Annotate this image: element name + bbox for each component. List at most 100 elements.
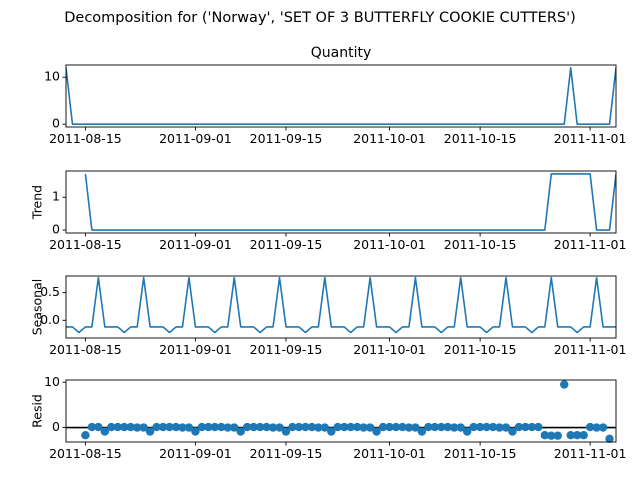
- resid-point: [475, 422, 485, 432]
- y-tick-label: 10: [44, 374, 60, 389]
- resid-point: [217, 422, 226, 432]
- y-tick-label: 0: [52, 116, 60, 131]
- resid-point: [501, 423, 511, 432]
- resid-point: [359, 423, 368, 432]
- resid-point: [372, 427, 381, 436]
- x-tick-label: 2011-10-15: [444, 342, 517, 357]
- resid-point: [223, 423, 232, 432]
- resid-point: [197, 422, 207, 432]
- resid-point: [320, 423, 330, 432]
- resid-point: [417, 427, 427, 436]
- resid-point: [327, 427, 336, 436]
- x-tick-label: 2011-11-01: [554, 446, 627, 461]
- x-tick-label: 2011-10-15: [444, 131, 517, 146]
- x-tick-label: 2011-09-15: [250, 446, 323, 461]
- resid-point: [572, 431, 582, 440]
- panel-trend: Trend 0 1 2011-08-15 2011-09-01 2011-09-15 201…: [30, 170, 626, 252]
- resid-point: [514, 422, 524, 432]
- resid-point: [145, 427, 155, 436]
- x-tick-label: 2011-09-15: [250, 237, 323, 252]
- resid-point: [314, 423, 323, 432]
- resid-point: [404, 423, 414, 432]
- resid-point: [249, 422, 258, 432]
- resid-point: [547, 431, 556, 440]
- resid-point: [191, 427, 200, 436]
- resid-point: [398, 422, 407, 432]
- resid-point: [579, 431, 588, 440]
- resid-point: [456, 423, 465, 432]
- resid-point: [230, 423, 239, 432]
- y-tick-label: 0: [52, 419, 60, 434]
- resid-point: [126, 422, 135, 432]
- resid-point: [482, 422, 491, 432]
- resid-point: [605, 434, 614, 444]
- resid-point: [307, 422, 317, 432]
- resid-point: [294, 422, 304, 432]
- resid-point: [437, 422, 446, 432]
- resid-point: [171, 422, 181, 432]
- resid-point: [100, 427, 110, 436]
- resid-point: [443, 422, 452, 432]
- resid-point: [113, 422, 122, 432]
- resid-point: [352, 422, 362, 432]
- x-tick-label: 2011-08-15: [49, 342, 122, 357]
- resid-point: [469, 422, 478, 432]
- x-tick-label: 2011-11-01: [554, 131, 627, 146]
- resid-point: [165, 422, 174, 432]
- figure-suptitle: Decomposition for ('Norway', 'SET OF 3 B…: [64, 10, 576, 26]
- resid-point: [495, 423, 504, 432]
- resid-point: [450, 423, 459, 432]
- y-tick-label: 10: [44, 69, 60, 84]
- resid-point: [430, 422, 440, 432]
- x-tick-label: 2011-10-01: [353, 131, 426, 146]
- x-tick-label: 2011-10-01: [353, 237, 426, 252]
- resid-point: [378, 422, 388, 432]
- resid-point: [236, 427, 245, 436]
- resid-point: [508, 427, 517, 436]
- series-line-observed: [66, 67, 616, 125]
- resid-point: [262, 422, 271, 432]
- resid-point: [281, 427, 291, 436]
- resid-point: [255, 422, 265, 432]
- x-tick-label: 2011-10-15: [444, 446, 517, 461]
- resid-point: [385, 422, 394, 432]
- resid-point: [488, 422, 498, 432]
- resid-point: [132, 423, 142, 432]
- resid-point: [184, 423, 194, 432]
- resid-point: [120, 422, 129, 432]
- resid-point: [585, 422, 595, 432]
- resid-point: [204, 422, 213, 432]
- resid-point: [94, 422, 103, 432]
- resid-point: [242, 422, 252, 432]
- y-tick-label: 1: [52, 189, 60, 204]
- x-tick-label: 2011-09-15: [250, 131, 323, 146]
- panel-observed: Quantity 0 10 2011-08-15 2011-09-01 2011-09-1…: [44, 45, 626, 146]
- x-tick-label: 2011-10-01: [353, 446, 426, 461]
- y-tick-label: 0: [52, 222, 60, 237]
- resid-point: [560, 380, 569, 389]
- y-tick-label: 0.5: [40, 284, 60, 299]
- panel-resid: Resid 0 10 2011-08-15 2011-09-01 2011-09-15 20…: [30, 374, 627, 461]
- resid-point: [527, 422, 537, 432]
- resid-point: [534, 422, 543, 432]
- resid-point: [598, 423, 608, 432]
- panel-title: Quantity: [311, 45, 372, 61]
- resid-point: [521, 422, 530, 432]
- resid-point: [268, 423, 278, 432]
- y-axis-label: Seasonal: [30, 279, 45, 336]
- resid-point: [462, 427, 472, 436]
- resid-point: [87, 422, 97, 432]
- resid-point: [178, 423, 187, 432]
- x-tick-label: 2011-09-15: [250, 342, 323, 357]
- x-tick-label: 2011-10-01: [353, 342, 426, 357]
- resid-point: [288, 422, 297, 432]
- resid-point: [301, 422, 310, 432]
- x-tick-label: 2011-08-15: [49, 237, 122, 252]
- resid-point: [540, 431, 550, 440]
- y-axis-label: Trend: [30, 185, 45, 220]
- resid-point: [391, 422, 401, 432]
- y-tick-label: 0.0: [40, 312, 60, 327]
